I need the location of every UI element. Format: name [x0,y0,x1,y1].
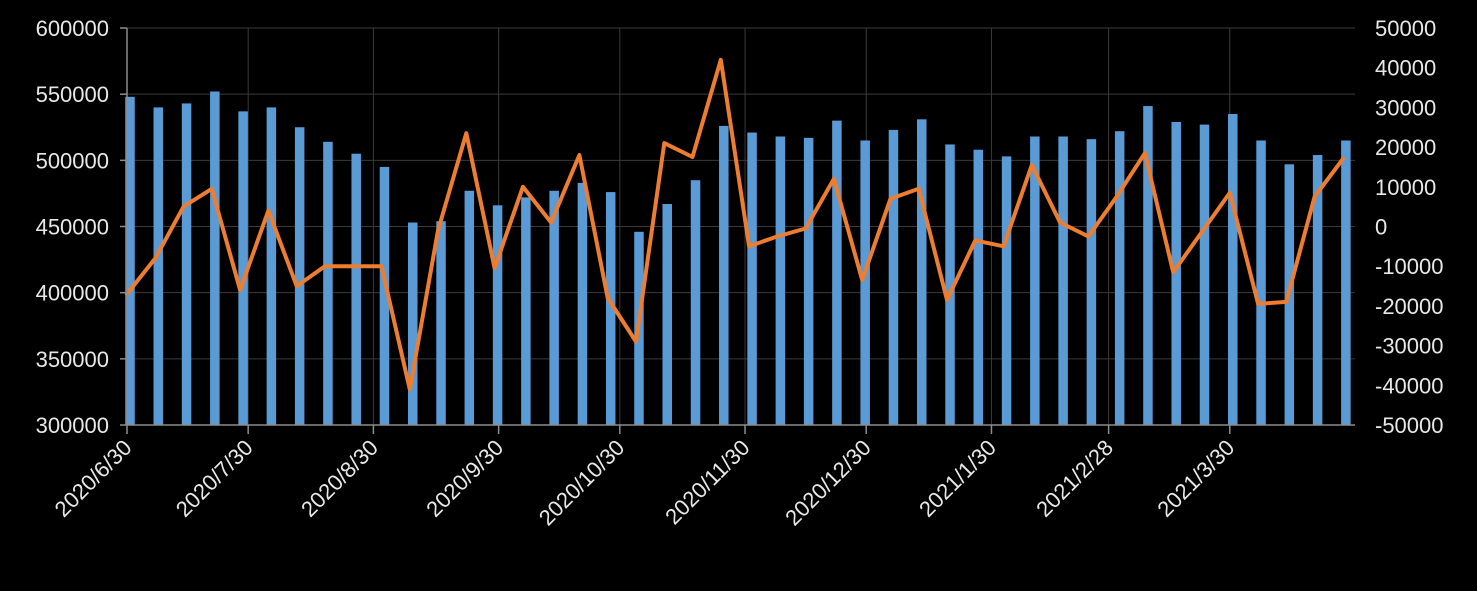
right-tick-label: 50000 [1375,16,1436,41]
bar [1086,139,1097,425]
bar [351,153,361,425]
right-tick-label: 10000 [1375,175,1436,200]
right-tick-label: -10000 [1375,254,1444,279]
bar [1341,140,1351,425]
right-axis-ticks: -50000 -40000 -30000 -20000 -10000 0 10000 2000… [1375,16,1444,438]
right-tick-label: -30000 [1375,334,1444,359]
x-tick-label: 2020/12/30 [780,435,876,531]
left-tick-label: 550000 [36,82,109,107]
bar [436,221,446,425]
right-tick-label: -50000 [1375,413,1444,438]
bar [1114,131,1125,425]
bar [662,204,672,425]
left-tick-label: 450000 [36,215,109,240]
left-tick-label: 400000 [36,281,109,306]
x-tick-label: 2021/2/28 [1031,435,1118,522]
bar [1171,121,1181,425]
right-tick-label: -20000 [1375,294,1444,319]
bar [294,127,305,425]
right-tick-label: -40000 [1375,373,1444,398]
bar [719,125,729,425]
x-tick-label: 2020/11/30 [660,435,754,529]
bar [973,149,984,425]
bar [1256,140,1266,425]
axes [120,27,1355,434]
bar [153,107,164,426]
right-tick-label: 0 [1375,215,1387,240]
left-tick-label: 600000 [36,16,109,41]
bar [775,136,786,425]
x-tick-label: 2020/10/30 [534,435,630,531]
bar [1143,106,1153,426]
gridlines [126,27,1355,426]
x-tick-label: 2021/3/30 [1152,435,1239,522]
bar [266,107,277,426]
bar [1199,124,1210,425]
bar [690,180,701,425]
bar [747,132,757,425]
bar [125,96,135,426]
left-tick-label: 500000 [36,148,109,173]
bar [803,137,814,425]
bar [492,205,503,425]
bar [888,129,899,425]
bar [210,91,220,426]
right-tick-label: 40000 [1375,56,1436,81]
bar [549,190,559,425]
x-tick-label: 2020/7/30 [171,435,258,522]
bar [577,182,588,425]
line-series [125,57,1345,392]
bar [860,140,870,425]
bar [379,166,390,425]
bar [1312,155,1323,426]
bar-series [125,91,1351,426]
right-tick-label: 30000 [1375,95,1436,120]
bar [464,190,475,425]
bar [521,197,531,425]
x-axis-ticks: 2020/6/30 2020/7/30 2020/8/30 2020/9/30 2020… [50,435,1240,531]
bar [1058,136,1068,425]
right-tick-label: 20000 [1375,135,1436,160]
bar [916,119,927,425]
x-tick-label: 2020/9/30 [421,435,508,522]
left-axis-ticks: 300000 350000 400000 450000 500000 550000 6000… [36,16,109,438]
bar [1030,136,1040,425]
bar [238,111,248,426]
left-tick-label: 300000 [36,413,109,438]
bar [1228,114,1238,426]
left-tick-label: 350000 [36,347,109,372]
bar [323,141,333,425]
x-tick-label: 2020/8/30 [296,435,383,522]
bar [408,222,418,425]
x-tick-label: 2021/1/30 [914,435,1001,522]
bar [181,103,192,426]
x-tick-label: 2020/6/30 [50,435,137,522]
bar [832,120,842,425]
bar [1001,156,1012,425]
bar [605,192,616,425]
bar [945,144,955,425]
